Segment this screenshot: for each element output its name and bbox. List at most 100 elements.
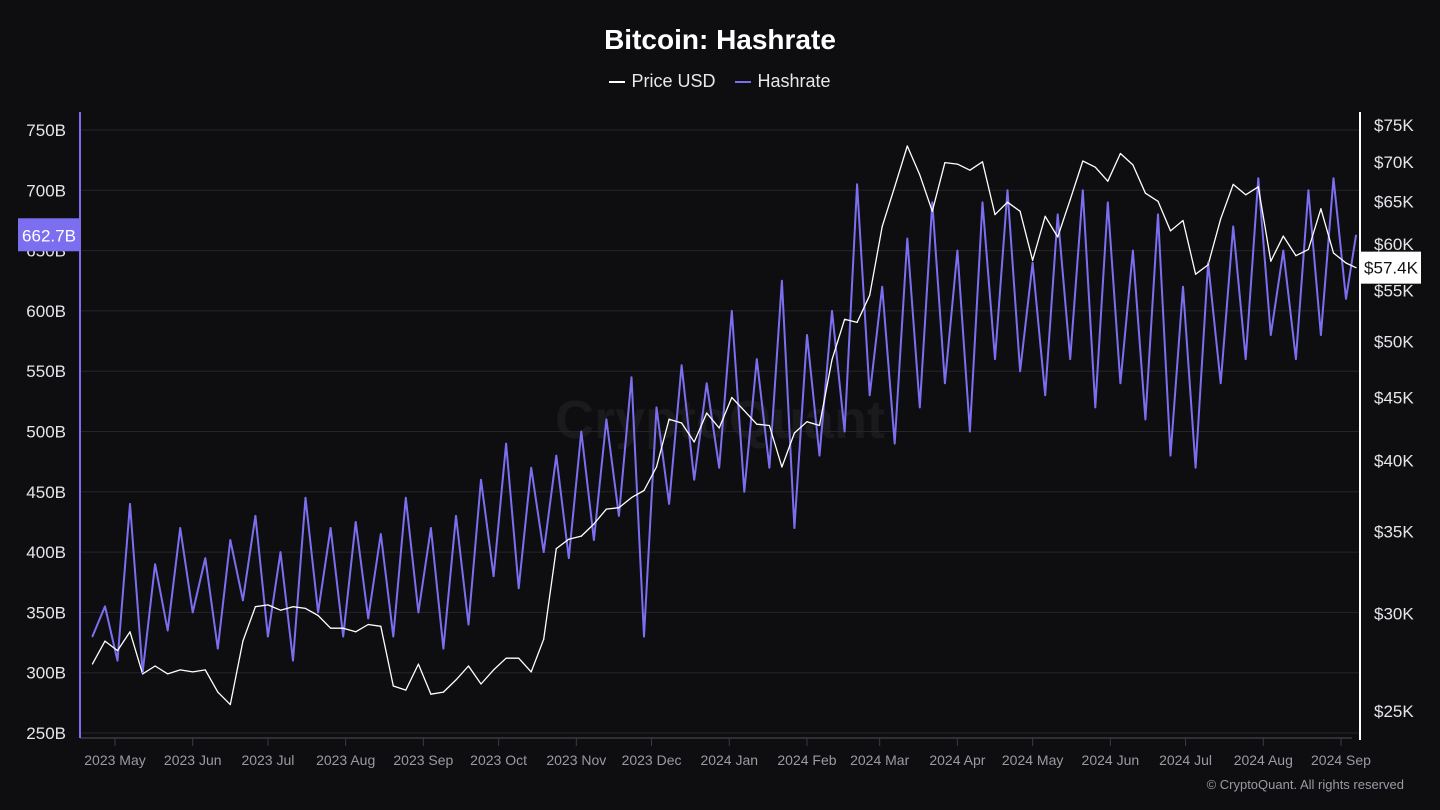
- hashrate-point: [1006, 189, 1009, 192]
- price-point: [1132, 164, 1134, 166]
- price-point: [217, 691, 219, 693]
- hashrate-point: [655, 406, 658, 409]
- price-point: [530, 671, 532, 673]
- hashrate-point: [1119, 382, 1122, 385]
- hashrate-point: [931, 201, 934, 204]
- hashrate-point: [643, 635, 645, 638]
- price-point: [605, 508, 608, 510]
- hashrate-point: [279, 551, 282, 553]
- hashrate-point: [467, 623, 470, 626]
- price-point: [618, 507, 620, 509]
- price-point: [179, 669, 181, 671]
- price-point: [492, 669, 495, 671]
- hashrate-point: [1295, 358, 1297, 360]
- price-point: [505, 657, 507, 659]
- right-tick-label: $55K: [1374, 281, 1414, 300]
- price-point: [1332, 252, 1335, 254]
- x-tick-label: 2024 Aug: [1234, 752, 1293, 768]
- price-point: [768, 424, 770, 427]
- hashrate-point: [267, 635, 269, 638]
- hashrate-point: [354, 521, 357, 523]
- price-point: [568, 538, 570, 540]
- right-tick-label: $45K: [1374, 388, 1414, 407]
- right-tick-label: $40K: [1374, 451, 1414, 470]
- price-point: [1157, 200, 1159, 202]
- price-point: [1082, 160, 1084, 162]
- left-tick-label: 550B: [26, 362, 66, 381]
- price-point: [1345, 262, 1347, 264]
- legend: Price USD Hashrate: [0, 71, 1440, 92]
- x-tick-label: 2023 Aug: [316, 752, 375, 768]
- price-point: [1245, 194, 1247, 196]
- hashrate-point: [906, 237, 909, 240]
- hashrate-point: [1320, 334, 1322, 336]
- price-point: [543, 638, 545, 640]
- hashrate-point: [1182, 285, 1184, 288]
- hashrate-point: [292, 659, 294, 662]
- price-point: [405, 689, 407, 691]
- price-point: [1270, 260, 1272, 262]
- hashrate-point: [317, 611, 319, 614]
- price-point: [981, 161, 984, 163]
- hashrate-point: [1169, 454, 1172, 457]
- hashrate-point: [1132, 249, 1134, 252]
- hashrate-point: [1157, 213, 1159, 216]
- right-tick-label: $75K: [1374, 116, 1414, 135]
- hashrate-point: [455, 515, 457, 517]
- hashrate-point: [705, 382, 708, 385]
- hashrate-point: [781, 279, 783, 282]
- hashrate-point: [342, 635, 344, 638]
- hashrate-point: [918, 406, 921, 409]
- hashrate-point: [1269, 334, 1272, 336]
- price-point: [843, 318, 846, 320]
- right-tick-label: $25K: [1374, 702, 1414, 721]
- price-point: [706, 412, 708, 414]
- hashrate-point: [994, 358, 996, 360]
- price-line: [91, 145, 1357, 706]
- price-point: [944, 161, 946, 164]
- left-tick-label: 700B: [26, 181, 66, 200]
- hashrate-point: [1244, 358, 1247, 360]
- price-point: [355, 631, 357, 633]
- hashrate-point: [530, 466, 532, 469]
- price-point: [342, 627, 344, 629]
- left-tick-label: 400B: [26, 543, 66, 562]
- hashrate-point: [881, 285, 883, 288]
- price-point: [919, 174, 921, 176]
- price-point: [1295, 255, 1297, 257]
- hashrate-point: [367, 617, 370, 620]
- hashrate-point: [1019, 370, 1021, 373]
- price-point: [693, 441, 695, 443]
- left-tick-label: 300B: [26, 664, 66, 683]
- legend-item-hashrate[interactable]: Hashrate: [735, 71, 831, 92]
- price-point: [1006, 201, 1009, 203]
- hashrate-point: [329, 527, 332, 529]
- hashrate-point: [1107, 201, 1109, 204]
- hashrate-point: [743, 491, 746, 493]
- x-tick-label: 2024 Sep: [1311, 752, 1371, 768]
- price-point: [192, 671, 194, 673]
- price-point: [643, 489, 645, 492]
- price-point: [1232, 183, 1234, 185]
- hashrate-point: [154, 563, 156, 565]
- x-tick-label: 2024 Jan: [700, 752, 758, 768]
- x-tick-label: 2023 May: [84, 752, 145, 768]
- price-point: [756, 423, 758, 425]
- hashrate-point: [956, 249, 959, 252]
- hashrate-point: [1307, 189, 1310, 192]
- price-point: [91, 663, 94, 665]
- hashrate-point: [555, 454, 558, 457]
- price-point: [518, 657, 520, 659]
- right-tick-label: $50K: [1374, 332, 1414, 351]
- hashrate-point: [693, 478, 695, 481]
- hashrate-point: [204, 557, 207, 559]
- price-point: [392, 685, 394, 687]
- price-point: [104, 640, 106, 642]
- legend-item-price[interactable]: Price USD: [609, 71, 715, 92]
- right-tick-label: $65K: [1374, 192, 1414, 211]
- hashrate-point: [229, 539, 232, 541]
- price-point: [317, 614, 319, 617]
- hashrate-point: [480, 478, 482, 481]
- hashrate-point: [104, 605, 106, 608]
- price-point: [894, 186, 896, 188]
